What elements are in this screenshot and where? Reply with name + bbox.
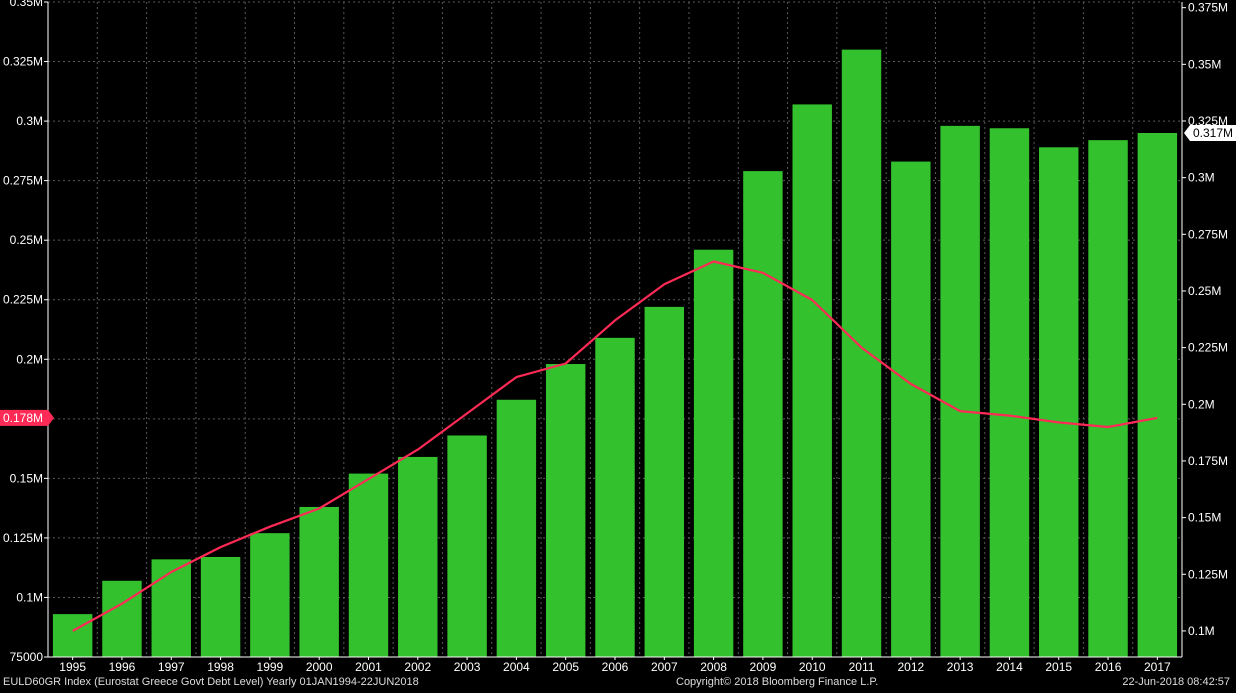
x-axis-tick-label: 2000: [306, 660, 333, 674]
x-axis-tick-label: 2006: [602, 660, 629, 674]
bar-1997: [151, 559, 191, 657]
footer-copyright: Copyright© 2018 Bloomberg Finance L.P.: [676, 676, 879, 688]
bar-1996: [102, 580, 142, 657]
left-last-value-label: 0.178M: [3, 411, 43, 425]
right-axis-tick-label: 0.35M: [1188, 57, 1221, 71]
right-axis-tick-label: 0.3M: [1188, 171, 1215, 185]
right-last-value-tag-pointer: [1184, 125, 1190, 141]
bar-2009: [743, 171, 783, 658]
right-axis-tick-label: 0.1M: [1188, 624, 1215, 638]
x-axis-tick-label: 1995: [59, 660, 86, 674]
bar-2004: [496, 399, 537, 657]
bar-2005: [545, 364, 586, 657]
right-last-value-label: 0.317M: [1193, 126, 1233, 140]
line-series: [72, 260, 1158, 632]
left-axis-tick-label: 0.2M: [16, 352, 43, 366]
x-axis-tick-label: 2015: [1045, 660, 1072, 674]
x-axis-tick-label: 1998: [207, 660, 234, 674]
right-last-value-tag: [1190, 125, 1236, 141]
bar-2014: [989, 128, 1030, 658]
right-axis-tick-label: 0.175M: [1188, 454, 1228, 468]
x-axis-tick-label: 2005: [552, 660, 579, 674]
bar-2008: [693, 249, 734, 657]
x-axis-tick-label: 2017: [1144, 660, 1171, 674]
x-axis-tick-label: 2010: [799, 660, 826, 674]
x-axis-tick-label: 2007: [651, 660, 678, 674]
bar-2002: [398, 456, 438, 657]
right-axis-tick-label: 0.325M: [1188, 114, 1228, 128]
right-axis-tick-label: 0.25M: [1188, 284, 1221, 298]
bar-2017: [1137, 133, 1178, 657]
bar-2007: [644, 306, 685, 657]
bar-2013: [940, 125, 980, 657]
x-axis-tick-label: 2009: [750, 660, 777, 674]
bar-2001: [348, 473, 389, 657]
footer-security-description: EULD60GR Index (Eurostat Greece Govt Deb…: [3, 676, 419, 688]
left-axis-tick-label: 0.1M: [16, 590, 43, 604]
x-axis-tick-label: 2016: [1095, 660, 1122, 674]
bar-2010: [792, 104, 832, 657]
x-axis-tick-label: 2011: [849, 660, 875, 674]
left-axis-tick-label: 0.3M: [16, 114, 43, 128]
left-axis-tick-label: 0.125M: [3, 531, 43, 545]
x-axis-tick-label: 2001: [355, 660, 382, 674]
right-axis-tick-label: 0.15M: [1188, 511, 1221, 525]
left-axis-tick-label: 75000: [10, 650, 44, 664]
bar-2016: [1088, 140, 1128, 658]
left-axis-tick-label: 0.25M: [10, 233, 43, 247]
right-axis-tick-label: 0.125M: [1188, 567, 1228, 581]
left-axis-tick-label: 0.35M: [10, 0, 43, 9]
left-axis-tick-label: 0.325M: [3, 55, 43, 69]
right-axis-tick-label: 0.225M: [1188, 341, 1228, 355]
bar-2003: [447, 435, 487, 657]
x-axis-tick-label: 2012: [897, 660, 924, 674]
left-axis-tick-label: 0.15M: [10, 471, 43, 485]
x-axis-tick-label: 2008: [700, 660, 727, 674]
right-axis-tick-label: 0.2M: [1188, 397, 1215, 411]
x-axis-tick-label: 1999: [257, 660, 284, 674]
right-axis-tick-label: 0.275M: [1188, 227, 1228, 241]
left-last-value-tag: [0, 409, 48, 426]
bar-2000: [299, 506, 339, 657]
bar-1999: [250, 533, 290, 657]
left-last-value-tag-pointer: [48, 409, 54, 426]
x-axis-tick-label: 2003: [454, 660, 481, 674]
bar-2006: [595, 337, 635, 657]
bar-2015: [1039, 147, 1079, 658]
x-axis-tick-label: 2014: [996, 660, 1023, 674]
bar-1998: [200, 556, 241, 657]
right-axis-tick-label: 0.375M: [1188, 1, 1228, 15]
x-axis-tick-label: 1997: [158, 660, 185, 674]
footer-timestamp: 22-Jun-2018 08:42:57: [1122, 676, 1230, 688]
x-axis-tick-label: 2002: [404, 660, 431, 674]
debt-level-chart: 75000 0.1M 0.125M 0.15M 0.175M 0.2M 0.225M 0.25…: [0, 0, 1236, 676]
x-axis-tick-label: 2013: [947, 660, 974, 674]
bar-2011: [841, 49, 882, 658]
left-axis-tick-label: 0.275M: [3, 174, 43, 188]
left-axis-tick-label: 0.225M: [3, 293, 43, 307]
bar-1995: [52, 614, 93, 657]
x-axis-tick-label: 2004: [503, 660, 530, 674]
bar-2012: [891, 161, 931, 657]
x-axis-tick-label: 1996: [109, 660, 136, 674]
